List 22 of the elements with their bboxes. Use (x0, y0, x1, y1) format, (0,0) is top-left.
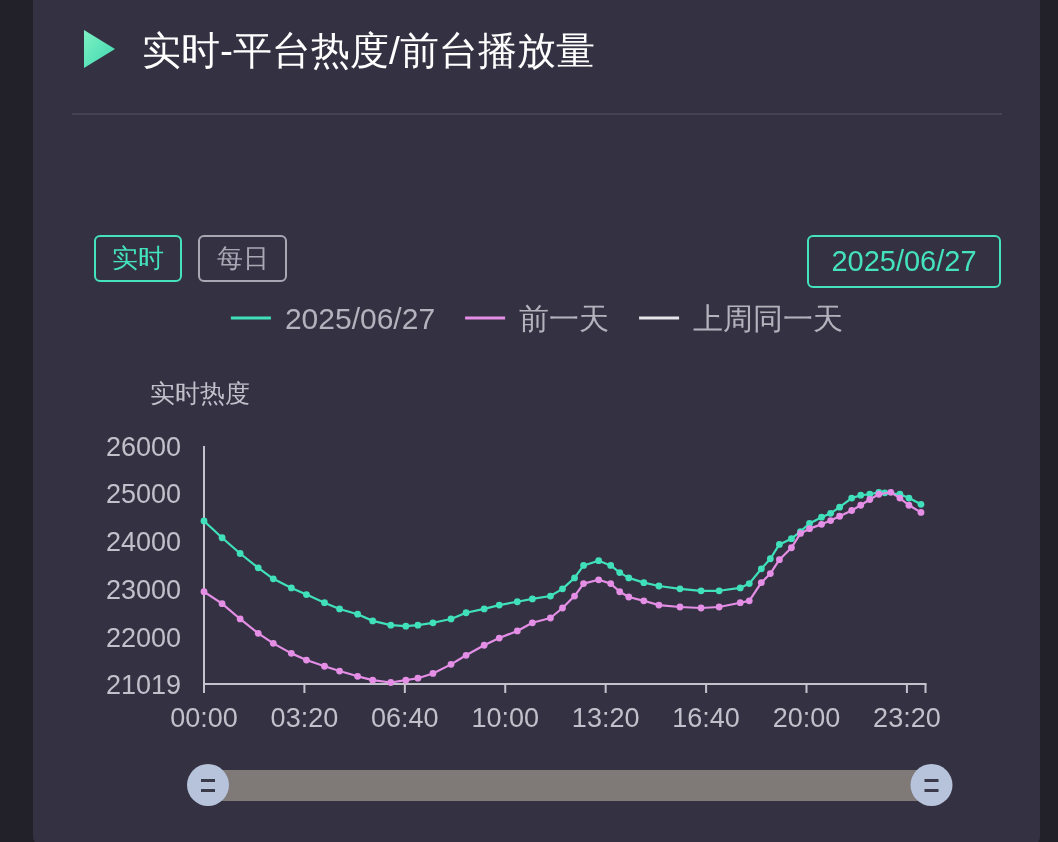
y-tick-label: 21019 (105, 669, 181, 700)
y-tick-label: 24000 (105, 527, 181, 558)
x-tick-label: 23:20 (873, 703, 941, 733)
x-tick-label: 06:40 (371, 703, 439, 733)
legend-label: 上周同一天 (693, 302, 844, 335)
text: 实时 (94, 235, 182, 282)
chart-title: 实时-平台热度/前台播放量 (142, 29, 595, 72)
x-tick-label: 20:00 (772, 703, 841, 733)
y-tick-label: 25000 (105, 479, 181, 510)
text: 每日 (198, 235, 287, 282)
y-tick-label: 26000 (105, 431, 181, 462)
x-tick-label: 03:20 (270, 703, 339, 733)
y-axis-title: 实时热度 (150, 379, 250, 407)
text: 2025/06/27 (807, 235, 1001, 288)
legend-label: 2025/06/27 (284, 302, 436, 335)
x-tick-label: 10:00 (471, 703, 540, 733)
y-tick-label: 23000 (105, 574, 181, 605)
x-tick-label: 00:00 (170, 703, 238, 733)
y-tick-label: 22000 (105, 622, 181, 653)
x-tick-label: 16:40 (672, 703, 740, 733)
legend-label: 前一天 (519, 302, 610, 335)
x-tick-label: 13:20 (571, 703, 640, 733)
